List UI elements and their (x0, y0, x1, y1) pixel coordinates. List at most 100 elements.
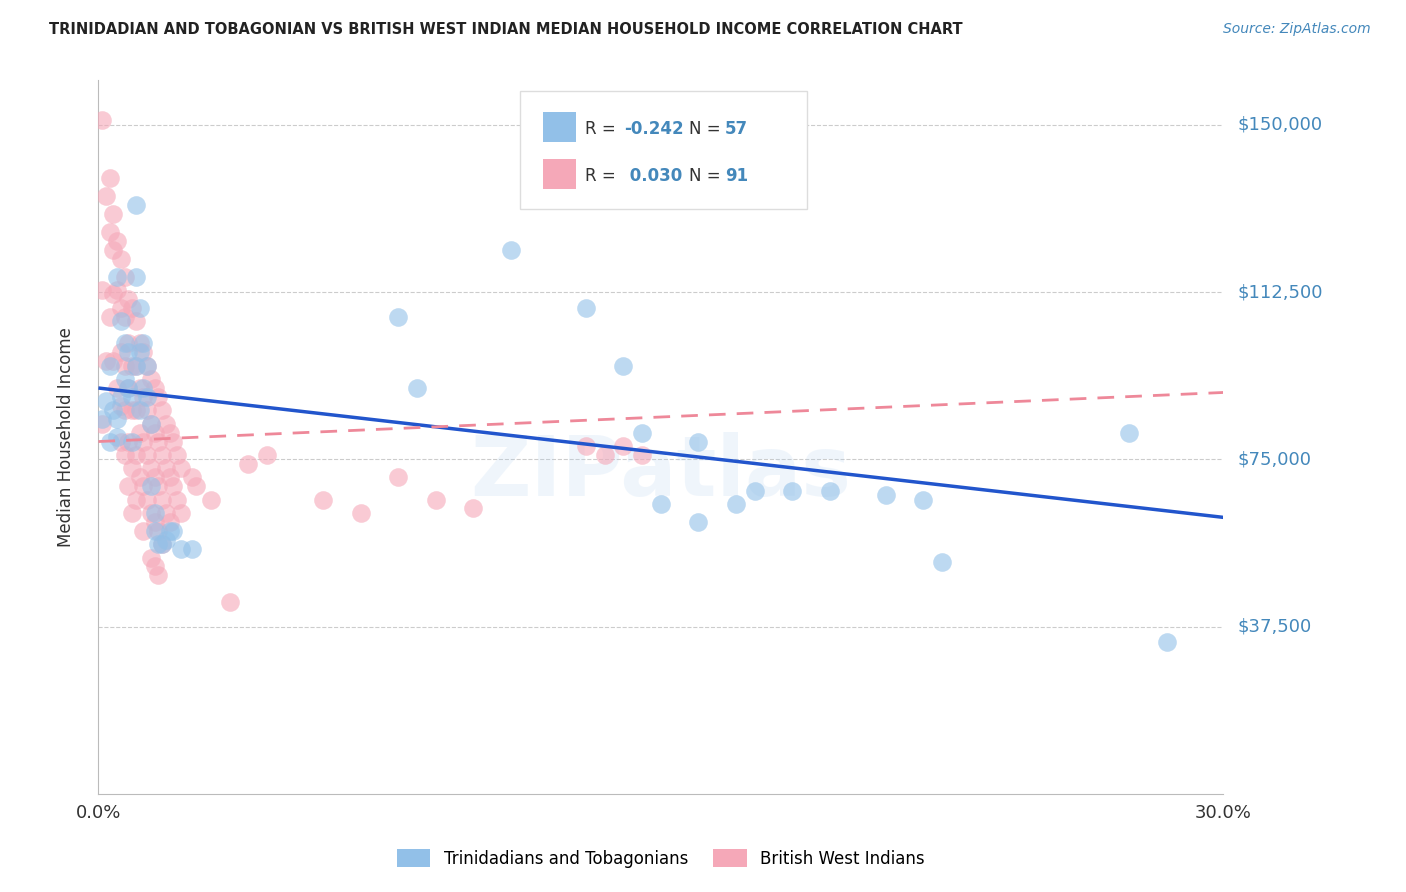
Point (103, 354, 125, 368)
Point (132, 336, 155, 351)
Point (139, 417, 162, 431)
Legend: Trinidadians and Tobagonians, British West Indians: Trinidadians and Tobagonians, British We… (396, 849, 925, 868)
Point (132, 524, 155, 538)
Point (98, 359, 121, 373)
Point (136, 390, 159, 404)
Point (155, 461, 177, 475)
Point (128, 381, 150, 395)
Text: 57: 57 (725, 120, 748, 137)
Point (159, 515, 181, 529)
Point (117, 345, 139, 359)
Point (121, 390, 143, 404)
Point (105, 269, 128, 284)
Point (150, 492, 173, 507)
Point (114, 269, 136, 284)
Point (143, 524, 166, 538)
Point (350, 506, 373, 520)
Point (91, 417, 114, 431)
Point (818, 483, 841, 498)
Text: $75,000: $75,000 (1237, 450, 1312, 468)
Point (575, 301, 598, 315)
Text: 91: 91 (725, 167, 748, 185)
Point (103, 287, 125, 301)
Text: ZIPatlas: ZIPatlas (471, 433, 851, 513)
Point (150, 537, 173, 551)
Point (117, 381, 139, 395)
Point (121, 461, 143, 475)
Point (155, 417, 177, 431)
Point (125, 269, 148, 284)
Point (110, 434, 132, 449)
Point (117, 336, 139, 351)
Point (139, 479, 162, 493)
Point (128, 425, 150, 440)
Y-axis label: Median Household Income: Median Household Income (56, 327, 75, 547)
Point (425, 492, 447, 507)
Point (593, 448, 616, 462)
Point (162, 479, 184, 493)
Point (688, 515, 710, 529)
Point (136, 403, 159, 417)
Point (143, 515, 166, 529)
Point (98, 310, 121, 324)
Point (612, 439, 634, 453)
Point (139, 550, 162, 565)
Point (136, 359, 159, 373)
Point (159, 470, 181, 484)
Point (110, 390, 132, 404)
Point (114, 448, 136, 462)
Point (125, 448, 148, 462)
Point (128, 345, 150, 359)
Point (114, 372, 136, 386)
Point (128, 470, 150, 484)
Point (148, 568, 170, 582)
Point (98, 225, 121, 239)
Point (184, 479, 207, 493)
Point (114, 336, 136, 351)
Point (150, 448, 173, 462)
Point (132, 345, 155, 359)
Point (110, 252, 132, 266)
Point (121, 403, 143, 417)
Point (125, 359, 148, 373)
Point (931, 555, 953, 569)
Point (170, 461, 193, 475)
Point (159, 524, 181, 538)
Point (875, 488, 897, 502)
Point (650, 497, 672, 511)
Point (170, 541, 193, 556)
Point (125, 403, 148, 417)
Point (103, 207, 125, 221)
Point (98, 434, 121, 449)
Point (139, 372, 162, 386)
Point (121, 434, 143, 449)
Point (121, 301, 143, 315)
Point (91, 283, 114, 297)
FancyBboxPatch shape (520, 91, 807, 209)
Text: -0.242: -0.242 (624, 120, 683, 137)
Point (139, 506, 162, 520)
Text: $37,500: $37,500 (1237, 617, 1312, 636)
Point (200, 492, 222, 507)
Point (91, 412, 114, 426)
Point (121, 506, 143, 520)
Point (136, 448, 159, 462)
Point (114, 359, 136, 373)
Point (631, 425, 654, 440)
Point (181, 470, 204, 484)
Point (103, 243, 125, 257)
Point (143, 559, 166, 574)
Point (499, 243, 522, 257)
Point (148, 524, 170, 538)
Point (912, 492, 935, 507)
Point (166, 492, 188, 507)
Point (170, 506, 193, 520)
Point (631, 448, 654, 462)
FancyBboxPatch shape (543, 112, 576, 143)
Point (128, 336, 150, 351)
Point (150, 537, 173, 551)
Point (139, 461, 162, 475)
Point (117, 292, 139, 306)
Point (166, 448, 188, 462)
Text: $112,500: $112,500 (1237, 283, 1323, 301)
